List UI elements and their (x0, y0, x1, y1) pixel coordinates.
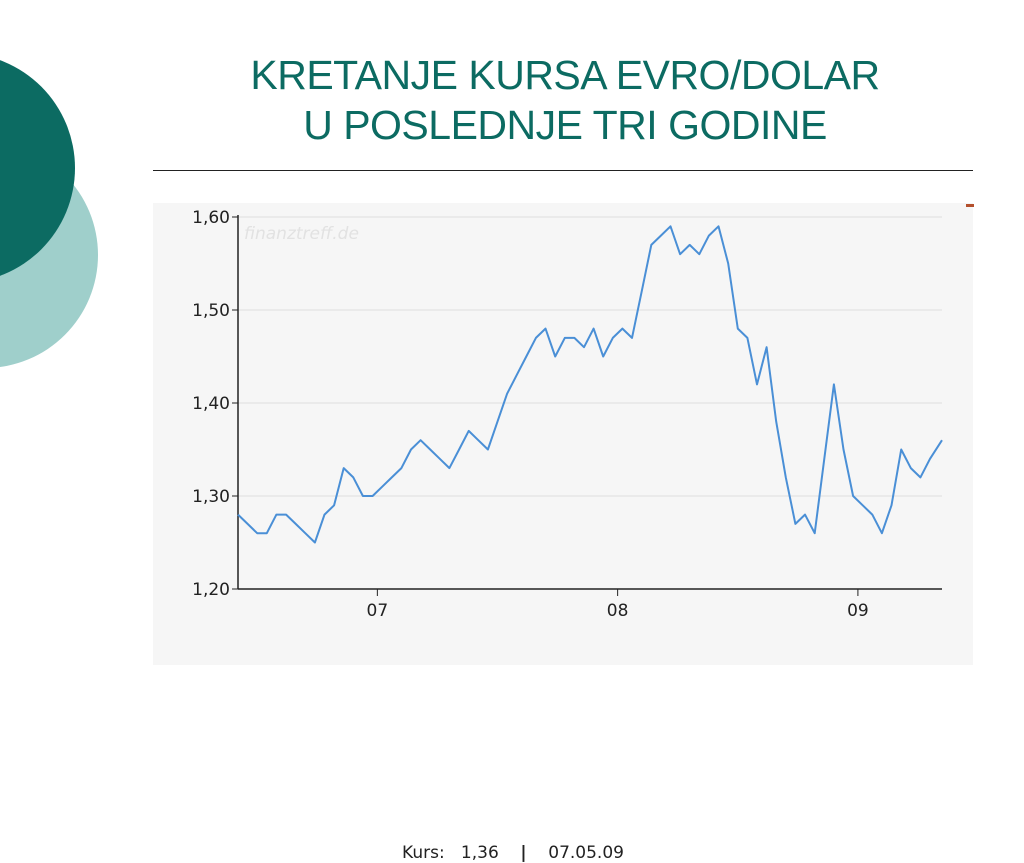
y-tick-label: 1,50 (192, 301, 230, 321)
slide-title-line-2: U POSLEDNJE TRI GODINE (303, 102, 827, 148)
slide-title-line-1: KRETANJE KURSA EVRO/DOLAR (250, 52, 880, 98)
x-tick-label: 07 (367, 601, 389, 621)
chart-status-line: Kurs: 1,36 | 07.05.09 (153, 843, 873, 863)
y-tick-label: 1,30 (192, 487, 230, 507)
decor-circle-dark (0, 60, 75, 276)
corner-mark (966, 204, 974, 207)
y-tick-label: 1,40 (192, 394, 230, 414)
decorative-circles (0, 60, 98, 367)
x-tick-label: 09 (847, 601, 869, 621)
chart-watermark: finanztreff.de (244, 224, 359, 244)
y-tick-label: 1,60 (192, 208, 230, 228)
status-date: 07.05.09 (548, 843, 624, 863)
exchange-rate-chart: 1,20 1,30 1,40 1,50 1,60 07 08 09 finanztreff.de (192, 208, 943, 621)
status-separator: | (520, 843, 527, 863)
y-tick-label: 1,20 (192, 580, 230, 600)
status-value: 1,36 (460, 843, 499, 863)
series-line (237, 225, 943, 544)
slide-title: KRETANJE KURSA EVRO/DOLAR U POSLEDNJE TR… (150, 50, 980, 150)
status-label: Kurs: (402, 843, 445, 863)
x-tick-label: 08 (607, 601, 629, 621)
chart-panel: 1,20 1,30 1,40 1,50 1,60 07 08 09 finanztreff.de… (153, 203, 973, 863)
title-divider (153, 170, 973, 171)
